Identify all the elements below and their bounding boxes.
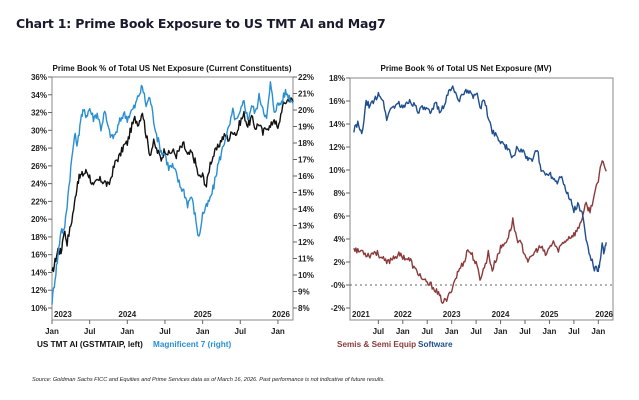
y-tick-label: 6%: [333, 212, 345, 221]
y-tick-label: 4%: [333, 235, 345, 244]
x-year-label: 2026: [595, 310, 613, 319]
right-plot-frame: [349, 77, 614, 321]
left-y-tick-label: 20%: [31, 215, 47, 224]
left-plot-frame: [51, 76, 294, 321]
y-tick-label: -0%: [331, 281, 345, 290]
series-line-software: [353, 85, 607, 272]
right-y-tick-label: 19%: [298, 123, 314, 132]
right-x-axis: Jul Jan Jul Jan Jul Jan Jul Jan Jul Jan 2021 2022 20…: [352, 310, 614, 336]
y-tick-label: 2%: [333, 258, 345, 267]
left-y-tick-label: 22%: [31, 197, 47, 206]
left-y-tick-label: 16%: [31, 251, 47, 260]
legend-magnificent-7: Magnificent 7 (right): [153, 340, 232, 349]
x-month-label: Jul: [470, 327, 482, 336]
legend-software: Software: [418, 340, 453, 349]
right-chart-title: Prime Book % of Total US Net Exposure (M…: [381, 64, 552, 73]
left-series-group: [51, 81, 294, 305]
left-x-month-label: Jan: [120, 327, 134, 336]
right-y-tick-label: 14%: [298, 205, 314, 214]
x-year-label: 2023: [443, 310, 461, 319]
legend-semis: Semis & Semi Equip: [337, 340, 416, 349]
left-x-year-label: 2024: [118, 310, 136, 319]
x-month-label: Jan: [445, 327, 459, 336]
x-year-label: 2022: [394, 310, 412, 319]
x-month-label: Jul: [519, 327, 531, 336]
right-y-axis: -2% -0% 2% 4% 6% 8% 10% 12% 14% 16% 18%: [329, 74, 350, 313]
right-y-tick-label: 22%: [298, 73, 314, 82]
right-y-tick-label: 20%: [298, 106, 314, 115]
right-y-tick-label: 10%: [298, 271, 314, 280]
right-y-tick-label: 15%: [298, 189, 314, 198]
right-y-tick-label: 18%: [298, 139, 314, 148]
x-month-label: Jul: [373, 327, 385, 336]
left-y-tick-label: 18%: [31, 233, 47, 242]
right-series-group: [353, 85, 607, 304]
left-x-month-label: Jan: [45, 327, 59, 336]
left-x-month-label: Jan: [196, 327, 210, 336]
x-year-label: 2025: [541, 310, 559, 319]
right-y-tick-label: 12%: [298, 238, 314, 247]
left-y-axis-right: 8% 9% 10% 11% 12% 13% 14% 15% 16% 17% 18% 19% 20% 21%…: [293, 73, 314, 313]
left-chart: Prime Book % of Total US Net Exposure (C…: [31, 64, 314, 349]
x-month-label: Jan: [396, 327, 410, 336]
right-y-tick-label: 16%: [298, 172, 314, 181]
y-tick-label: 8%: [333, 189, 345, 198]
page-title: Chart 1: Prime Book Exposure to US TMT A…: [16, 16, 386, 31]
right-y-tick-label: 13%: [298, 222, 314, 231]
left-y-tick-label: 32%: [31, 109, 47, 118]
left-chart-title: Prime Book % of Total US Net Exposure (C…: [53, 64, 292, 73]
left-x-month-label: Jul: [159, 327, 171, 336]
left-x-axis: Jan Jul Jan Jul Jan Jul Jan 2023 2024 2025 2026: [45, 310, 290, 336]
right-y-tick-label: 17%: [298, 156, 314, 165]
left-x-month-label: Jul: [84, 327, 96, 336]
legend-us-tmt-ai: US TMT AI (GSTMTAIP, left): [37, 340, 143, 349]
y-tick-label: -2%: [331, 304, 345, 313]
right-y-tick-label: 9%: [298, 288, 310, 297]
left-y-tick-label: 36%: [31, 73, 47, 82]
x-month-label: Jan: [543, 327, 557, 336]
source-note: Source: Goldman Sachs FICC and Equities …: [32, 377, 385, 383]
x-year-label: 2021: [352, 310, 370, 319]
left-y-tick-label: 30%: [31, 126, 47, 135]
x-month-label: Jul: [421, 327, 433, 336]
left-x-year-label: 2026: [272, 310, 290, 319]
right-y-tick-label: 11%: [298, 255, 314, 264]
left-y-tick-label: 10%: [31, 304, 47, 313]
left-x-month-label: Jan: [271, 327, 285, 336]
left-y-tick-label: 14%: [31, 268, 47, 277]
x-month-label: Jul: [568, 327, 580, 336]
left-y-axis-left: 10% 12% 14% 16% 18% 20% 22% 24% 26% 28% 30% 32% 34% 3…: [31, 73, 52, 313]
left-y-tick-label: 34%: [31, 91, 47, 100]
left-x-year-label: 2023: [54, 310, 72, 319]
left-y-tick-label: 24%: [31, 180, 47, 189]
y-tick-label: 14%: [329, 120, 345, 129]
left-x-month-label: Jul: [235, 327, 247, 336]
right-chart: Prime Book % of Total US Net Exposure (M…: [329, 64, 614, 349]
y-tick-label: 12%: [329, 143, 345, 152]
left-y-tick-label: 12%: [31, 286, 47, 295]
series-line-magnificent-7: [51, 81, 294, 305]
series-line-us-tmt-ai: [51, 97, 294, 273]
left-x-year-label: 2025: [194, 310, 212, 319]
right-y-tick-label: 21%: [298, 90, 314, 99]
y-tick-label: 10%: [329, 166, 345, 175]
x-year-label: 2024: [492, 310, 510, 319]
series-line-semis: [353, 160, 607, 304]
x-month-label: Jan: [591, 327, 605, 336]
x-month-label: Jan: [494, 327, 508, 336]
y-tick-label: 18%: [329, 74, 345, 83]
left-y-tick-label: 26%: [31, 162, 47, 171]
y-tick-label: 16%: [329, 97, 345, 106]
left-y-tick-label: 28%: [31, 144, 47, 153]
right-y-tick-label: 8%: [298, 304, 310, 313]
